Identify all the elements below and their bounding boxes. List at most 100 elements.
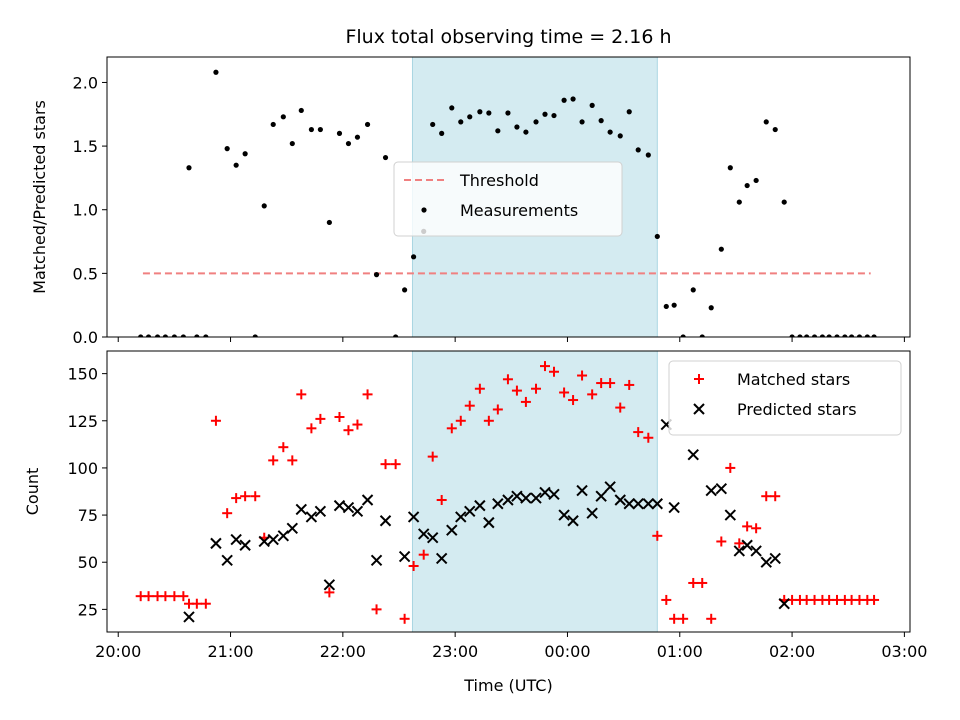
data-point <box>568 395 579 406</box>
data-point <box>408 560 419 571</box>
data-point <box>145 334 152 337</box>
axes-frame <box>106 350 911 633</box>
data-point <box>598 118 604 124</box>
count-panel: 20:00 21:00 22:00 23:00 00:00 01:00 02:00 03:00… <box>23 350 927 661</box>
data-point-b <box>277 530 290 542</box>
data-point <box>826 334 832 337</box>
data-point <box>642 498 655 510</box>
data-point <box>551 112 557 119</box>
data-point <box>390 459 401 470</box>
y-tick-label: 0.5 <box>73 264 98 283</box>
data-point <box>586 507 598 519</box>
data-point <box>267 533 279 546</box>
y-tick-label: 100 <box>67 459 98 478</box>
data-point-b <box>623 498 635 510</box>
data-point <box>435 552 448 565</box>
data-point <box>502 374 513 385</box>
data-point <box>716 536 727 547</box>
data-point <box>474 383 485 394</box>
data-point-b <box>221 554 233 567</box>
data-point-b <box>398 550 411 563</box>
data-point <box>426 531 439 544</box>
data-point <box>162 334 168 337</box>
data-point <box>761 491 772 502</box>
data-point <box>154 334 161 337</box>
data-point-b <box>558 509 570 521</box>
data-point <box>382 154 389 161</box>
legend-box <box>668 360 902 436</box>
data-point-b <box>750 545 762 557</box>
data-point-b <box>342 501 355 514</box>
data-point <box>180 334 186 337</box>
data-point <box>744 182 750 189</box>
data-point <box>362 389 373 400</box>
data-point <box>708 305 714 311</box>
data-point-b <box>520 492 532 504</box>
data-point <box>315 413 326 424</box>
data-point-b <box>576 484 588 497</box>
data-point-b <box>741 539 753 551</box>
data-point <box>661 594 672 605</box>
data-point-b <box>642 498 655 510</box>
data-point <box>733 545 745 557</box>
data-point-b <box>314 505 327 518</box>
data-point <box>379 515 392 527</box>
data-point <box>605 378 616 389</box>
legend-label: Predicted stars <box>737 400 857 419</box>
data-point <box>687 449 699 461</box>
data-point <box>289 140 295 147</box>
data-point <box>531 383 542 394</box>
data-point <box>336 130 343 136</box>
data-point <box>778 598 790 610</box>
data-point <box>393 334 399 337</box>
y-axis-label: Matched/Predicted stars <box>30 100 49 294</box>
data-point <box>213 69 219 75</box>
data-point <box>455 511 467 523</box>
data-point-b <box>464 505 476 518</box>
data-point-b <box>705 484 717 497</box>
data-point <box>411 254 417 260</box>
data-point <box>186 165 192 171</box>
data-point <box>354 134 361 140</box>
data-point <box>194 334 200 337</box>
data-point <box>446 423 457 434</box>
data-point <box>705 484 717 497</box>
data-point-b <box>632 498 644 510</box>
data-point <box>635 147 641 153</box>
data-point <box>849 334 855 337</box>
observing-window <box>411 350 658 633</box>
data-point-b <box>778 598 790 610</box>
data-point <box>492 404 503 415</box>
data-point-b <box>183 611 195 623</box>
data-point <box>811 334 818 337</box>
data-point <box>736 199 742 205</box>
data-point <box>449 105 455 111</box>
legend: Threshold Measurements <box>393 161 623 237</box>
data-point <box>342 501 355 514</box>
data-point <box>763 119 769 125</box>
data-point <box>138 334 144 337</box>
data-point <box>570 96 576 102</box>
x-tick-label: 22:00 <box>320 642 366 661</box>
data-point <box>680 334 686 337</box>
x-tick-label: 00:00 <box>544 642 590 661</box>
data-point <box>143 591 154 602</box>
data-point <box>418 528 430 540</box>
data-point-b <box>323 579 336 591</box>
data-point <box>769 552 781 565</box>
data-point <box>230 533 242 546</box>
data-point-b <box>426 531 439 544</box>
data-point-b <box>604 481 616 493</box>
x-tick-label: 23:00 <box>432 642 478 661</box>
data-point <box>781 199 787 205</box>
data-point <box>804 334 810 337</box>
data-point <box>511 490 523 502</box>
data-point <box>540 361 550 372</box>
data-point-b <box>361 494 374 506</box>
x-axis-label: Time (UTC) <box>463 676 552 695</box>
y-axis-label: Count <box>23 468 42 516</box>
data-point <box>587 389 598 400</box>
data-point <box>334 412 345 423</box>
data-point <box>277 530 290 542</box>
data-point-b <box>760 556 772 568</box>
